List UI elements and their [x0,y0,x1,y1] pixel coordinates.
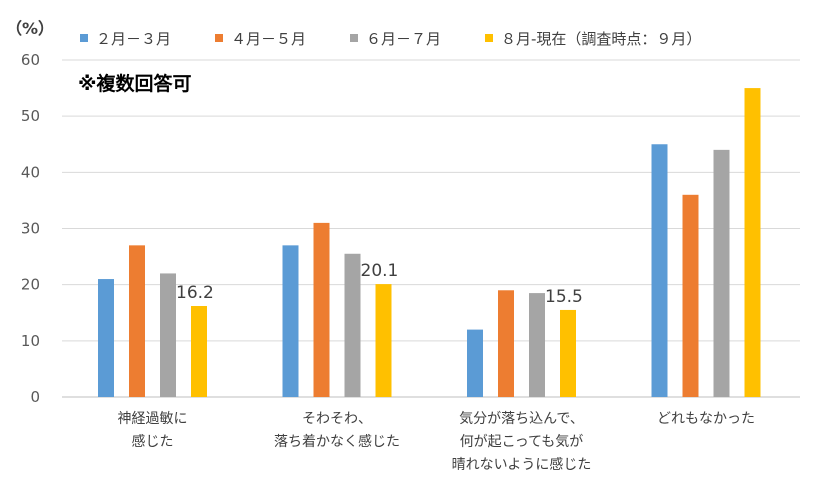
bar [713,149,730,397]
y-tick-label: 60 [21,51,40,69]
y-tick-label: 30 [21,220,40,238]
bar [651,144,668,397]
category-label: 何が起こっても気が [460,434,584,450]
y-tick-label: 50 [21,107,40,125]
category-label: 感じた [132,433,174,450]
category-label: 晴れないように感じた [452,456,592,473]
bar [375,284,392,397]
bars [98,88,761,397]
legend-label: ８月-現在（調査時点：９月） [501,30,701,48]
gridlines [62,59,800,398]
data-label: 20.1 [361,261,399,281]
bar [529,293,545,397]
y-tick-label: 0 [30,388,40,406]
bar [467,329,483,397]
category-label: 落ち着かなく感じた [274,433,400,450]
legend-swatch [215,34,223,42]
legend: ２月－３月 ４月－５月 ６月－７月 ８月-現在（調査時点：９月） [80,30,701,48]
note-multiple-answers: ※複数回答可 [78,72,191,95]
legend-swatch [485,34,493,42]
y-axis-ticks: 0 10 20 30 40 50 60 [21,51,40,406]
legend-swatch [350,34,358,42]
category-label: どれもなかった [657,411,755,427]
legend-label: ４月－５月 [231,30,306,48]
data-label: 15.5 [545,287,583,307]
data-labels: 16.2 20.1 15.5 [176,261,583,307]
bar [191,306,207,397]
bar [682,194,699,397]
bar [129,245,145,397]
data-label: 16.2 [176,283,214,303]
category-label: そわそわ、 [302,411,372,427]
y-tick-label: 10 [21,332,40,350]
bar [98,279,114,397]
category-label: 神経過敏に [118,411,188,427]
category-label: 気分が落ち込んで、 [459,411,584,427]
bar [282,245,299,397]
legend-label: ２月－３月 [96,30,171,48]
unit-label: （%） [6,19,54,38]
legend-label: ６月－７月 [366,30,441,48]
legend-swatch [80,34,88,42]
bar [160,273,176,397]
bar [344,253,361,397]
bar [313,222,330,397]
bar [560,309,576,397]
bar [744,88,761,397]
y-tick-label: 20 [21,276,40,294]
bar [498,290,514,397]
y-tick-label: 40 [21,163,40,181]
